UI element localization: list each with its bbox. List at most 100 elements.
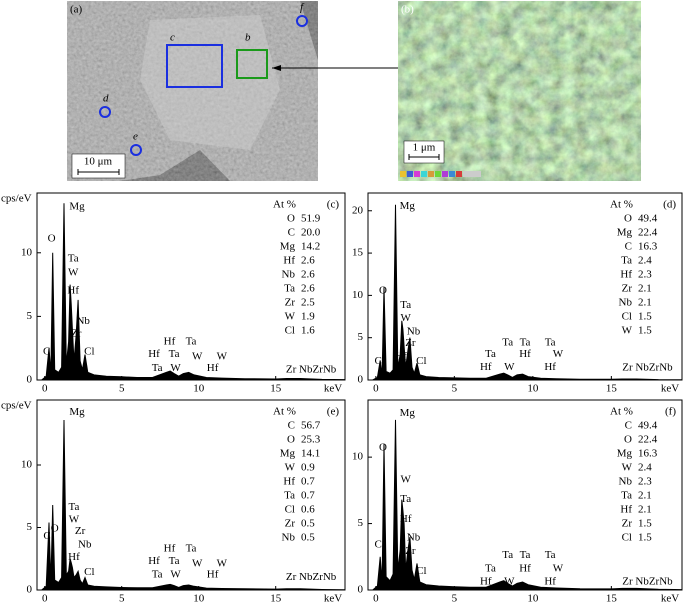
element-percent: 51.9 [301, 213, 321, 225]
element-name: Cl [622, 532, 632, 544]
peak-label: Hf [519, 348, 531, 360]
panel-label: (e) [327, 406, 340, 418]
x-axis-label: keV [661, 383, 679, 395]
peak-label: W [504, 576, 515, 588]
peak-label: Ta [186, 335, 197, 347]
element-name: Hf [283, 476, 295, 488]
panel-label: (a) [70, 4, 83, 16]
y-tick-label: 10 [21, 246, 33, 258]
peak-label: Hf [164, 335, 176, 347]
composition-header: At % [273, 199, 296, 211]
peak-label: Ta [152, 362, 163, 374]
element-percent: 16.3 [638, 448, 658, 460]
element-name: O [624, 434, 632, 446]
x-tick-label: 5 [452, 593, 458, 605]
x-tick-label: 0 [373, 593, 379, 605]
panel-label: (c) [327, 199, 340, 211]
peak-label: Zr [405, 337, 416, 349]
peak-label: Hf [68, 551, 80, 563]
element-percent: 2.1 [638, 490, 652, 502]
element-percent: 2.1 [638, 297, 652, 309]
x-tick-label: 10 [193, 593, 205, 605]
element-name: W [622, 325, 633, 337]
y-tick-label: 0 [27, 584, 33, 596]
peak-label: Hf [207, 362, 219, 374]
element-name: Hf [283, 255, 295, 267]
peak-label: Hf [148, 348, 160, 360]
peak-label: W [69, 514, 80, 526]
scale-bar-label: 1 μm [413, 142, 436, 154]
peak-label: Ta [68, 253, 79, 265]
element-name: C [288, 227, 295, 239]
element-name: W [622, 462, 633, 474]
peak-label: C [43, 530, 50, 542]
peak-label: Hf [67, 284, 79, 296]
x-tick-label: 5 [119, 383, 125, 395]
x-tick-label: 15 [270, 593, 282, 605]
peak-label: Cl [84, 566, 94, 578]
element-percent: 2.1 [638, 504, 652, 516]
element-percent: 22.4 [638, 227, 658, 239]
peak-label: Zr NbZrNb [622, 362, 673, 374]
peak-label: W [553, 562, 564, 574]
peak-label: Cl [84, 346, 94, 358]
y-tick-label: 10 [21, 459, 33, 471]
peak-label: W [217, 557, 228, 569]
element-percent: 2.6 [301, 269, 315, 281]
element-name: Zr [622, 283, 633, 295]
peak-label: Nb [407, 325, 421, 337]
peak-label: Cl [416, 355, 426, 367]
element-percent: 0.6 [301, 504, 315, 516]
peak-label: O [48, 232, 56, 244]
y-tick-label: 20 [352, 204, 364, 216]
peak-label: W [192, 351, 203, 363]
element-name: Nb [619, 476, 633, 488]
x-tick-label: 0 [373, 383, 379, 395]
peak-label: Hf [519, 562, 531, 574]
y-tick-label: 5 [358, 331, 364, 343]
y-tick-label: 0 [27, 374, 33, 386]
element-percent: 1.5 [638, 311, 652, 323]
peak-label: W [400, 312, 411, 324]
element-name: Nb [282, 269, 296, 281]
y-axis-label: cps/eV [1, 193, 32, 205]
element-percent: 2.1 [638, 283, 652, 295]
peak-label: O [51, 522, 59, 534]
peak-label: Ta [545, 549, 556, 561]
peak-label: Cl [416, 565, 426, 577]
peak-label: Ta [69, 501, 80, 513]
peak-label: Nb [76, 315, 90, 327]
peak-label: Ta [502, 336, 513, 348]
element-name: Zr [285, 518, 296, 530]
element-map-image: (b) 1 μm [398, 1, 641, 181]
element-percent: 56.7 [301, 420, 321, 432]
element-percent: 0.9 [301, 462, 315, 474]
element-percent: 2.6 [301, 255, 315, 267]
panel-label: (f) [665, 406, 676, 418]
element-percent: 49.4 [638, 420, 658, 432]
spectrum [372, 204, 683, 381]
element-percent: 2.6 [301, 283, 315, 295]
element-percent: 2.3 [638, 476, 652, 488]
y-tick-label: 0 [358, 584, 364, 596]
peak-label: Ta [186, 542, 197, 554]
x-tick-label: 0 [42, 383, 48, 395]
y-tick-label: 10 [352, 289, 364, 301]
peak-label: W [170, 362, 181, 374]
peak-label: Hf [164, 542, 176, 554]
peak-label: Hf [544, 361, 556, 373]
peak-label: Hf [207, 569, 219, 581]
y-tick-label: 5 [358, 517, 364, 529]
x-tick-label: 10 [193, 383, 205, 395]
panel-label: (d) [663, 199, 676, 211]
element-percent: 0.7 [301, 490, 315, 502]
x-axis-label: keV [324, 383, 342, 395]
peak-label: Mg [69, 406, 85, 418]
x-tick-label: 15 [270, 383, 282, 395]
element-percent: 2.4 [638, 255, 652, 267]
peak-label: W [217, 351, 228, 363]
x-tick-label: 15 [606, 593, 618, 605]
peak-label: Ta [169, 555, 180, 567]
composition-header: At % [610, 406, 633, 418]
plot-frame [36, 399, 346, 591]
